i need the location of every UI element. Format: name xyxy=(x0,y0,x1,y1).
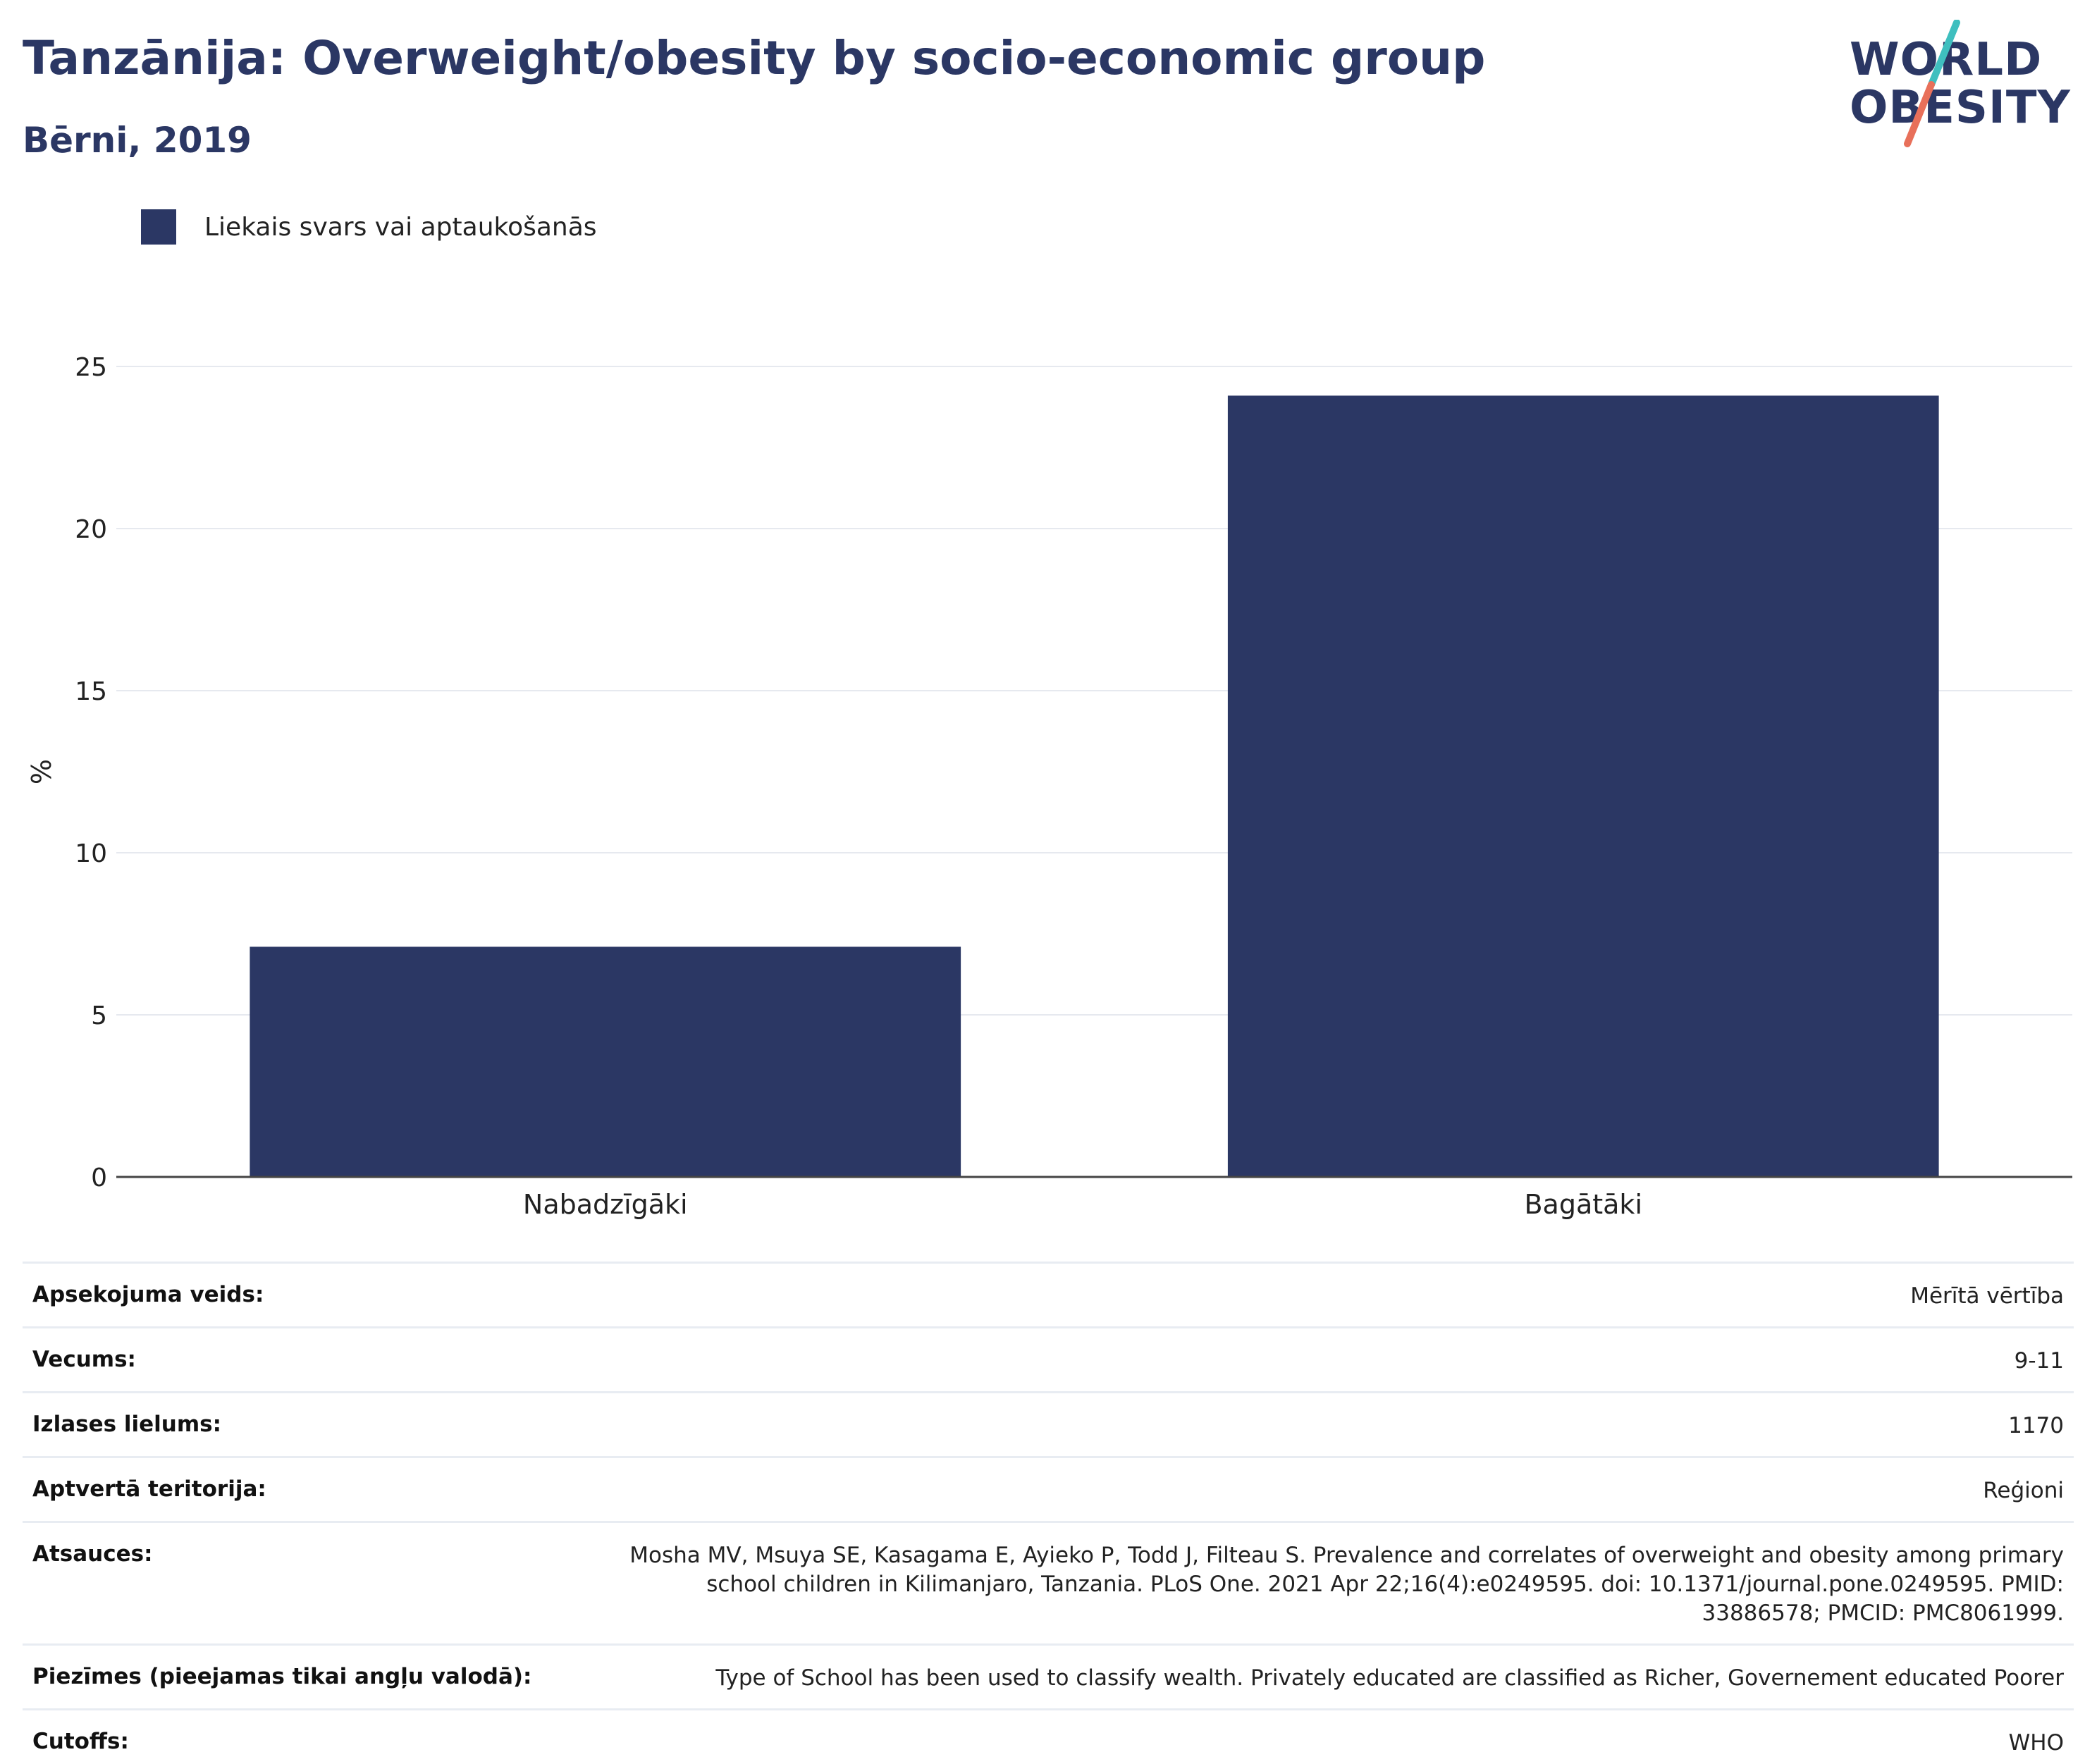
metadata-table: Apsekojuma veids: Mērītā vērtība Vecums:… xyxy=(23,1262,2074,1764)
info-label: Vecums: xyxy=(32,1347,136,1372)
info-label: Atsauces: xyxy=(32,1541,153,1567)
legend-swatch xyxy=(141,209,176,245)
y-tick-label: 15 xyxy=(75,677,107,706)
info-label: Izlases lielums: xyxy=(32,1412,221,1437)
info-label: Aptvertā teritorija: xyxy=(32,1476,266,1502)
bar xyxy=(1227,395,1939,1177)
info-value: Mērītā vērtība xyxy=(1910,1283,2064,1309)
info-label: Apsekojuma veids: xyxy=(32,1282,264,1307)
chart-subtitle: Bērni, 2019 xyxy=(23,120,252,161)
bar-chart: 0 5 10 15 20 25% Nabadzīgāki Bagātāki xyxy=(26,353,2072,1220)
info-row-references: Atsauces: Mosha MV, Msuya SE, Kasagama E… xyxy=(23,1521,2074,1643)
x-tick-label: Nabadzīgāki xyxy=(523,1189,688,1220)
info-value: Type of School has been used to classify… xyxy=(715,1665,2064,1691)
world-obesity-logo: WORLD OBESITY xyxy=(1833,20,2072,154)
chart-legend: Liekais svars vai aptaukošanās xyxy=(141,209,597,245)
info-row-coverage: Aptvertā teritorija: Reģioni xyxy=(23,1456,2074,1521)
x-tick-label: Bagātāki xyxy=(1524,1189,1642,1220)
info-value: WHO xyxy=(2008,1730,2064,1756)
info-row-sample-size: Izlases lielums: 1170 xyxy=(23,1391,2074,1456)
info-value: Reģioni xyxy=(1983,1478,2064,1503)
info-row-age: Vecums: 9-11 xyxy=(23,1326,2074,1391)
y-axis-label: % xyxy=(26,759,57,784)
info-row-survey-type: Apsekojuma veids: Mērītā vērtība xyxy=(23,1262,2074,1326)
legend-label: Liekais svars vai aptaukošanās xyxy=(204,212,597,242)
info-row-cutoffs: Cutoffs: WHO xyxy=(23,1708,2074,1764)
bar xyxy=(250,946,961,1177)
info-value: Mosha MV, Msuya SE, Kasagama E, Ayieko P… xyxy=(629,1543,2064,1626)
bars xyxy=(250,395,1939,1177)
logo-line-2: OBESITY xyxy=(1850,82,2071,134)
info-row-notes: Piezīmes (pieejamas tikai angļu valodā):… xyxy=(23,1643,2074,1708)
y-tick-label: 10 xyxy=(75,839,107,868)
y-tick-label: 20 xyxy=(75,515,107,544)
info-label: Piezīmes (pieejamas tikai angļu valodā): xyxy=(32,1664,532,1689)
y-tick-label: 0 xyxy=(91,1164,107,1192)
info-label: Cutoffs: xyxy=(32,1729,129,1754)
chart-title: Tanzānija: Overweight/obesity by socio-e… xyxy=(23,31,1486,85)
info-value: 1170 xyxy=(2008,1413,2064,1438)
info-value: 9-11 xyxy=(2014,1348,2064,1374)
axes: 0 5 10 15 20 25% Nabadzīgāki Bagātāki xyxy=(26,353,2072,1220)
logo-slash-icon xyxy=(1904,20,1960,147)
y-tick-label: 5 xyxy=(91,1001,107,1030)
y-tick-label: 25 xyxy=(75,353,107,382)
